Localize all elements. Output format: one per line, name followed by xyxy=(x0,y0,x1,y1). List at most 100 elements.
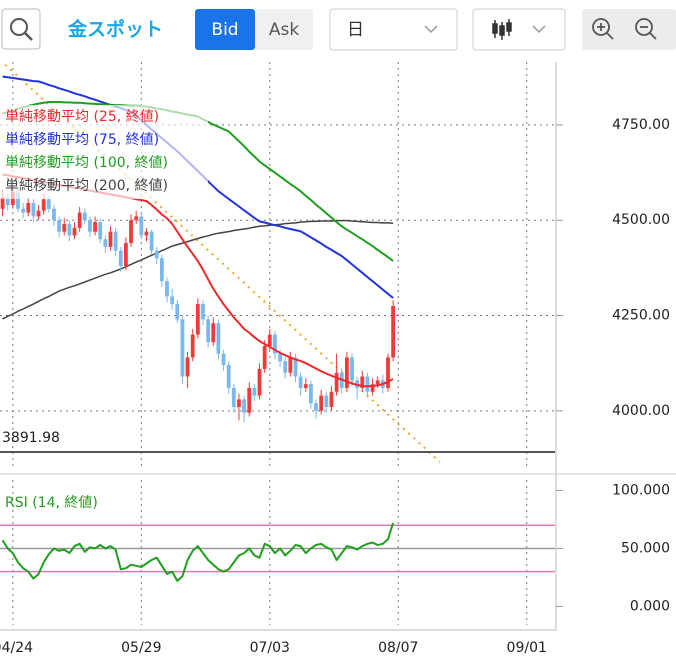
candle-body xyxy=(46,199,51,209)
legend-label: 単純移動平均 (200, 終値) xyxy=(5,178,168,194)
candle-body xyxy=(36,210,41,217)
candle-body xyxy=(129,220,133,244)
candle-body xyxy=(118,250,123,266)
candle-body xyxy=(185,357,190,377)
candle-body xyxy=(247,387,252,413)
candle-body xyxy=(324,395,329,408)
chevron xyxy=(424,25,438,34)
candle-body xyxy=(195,304,200,335)
candle-body xyxy=(309,384,313,404)
candle-body xyxy=(180,319,185,377)
chart-type-dropdown[interactable] xyxy=(472,8,566,51)
candle-body xyxy=(216,323,221,354)
candle-body xyxy=(154,250,159,259)
candle-body xyxy=(334,372,339,392)
candle-body xyxy=(88,220,92,232)
symbol-name[interactable]: 金スポット xyxy=(67,18,163,41)
y-tick-label: 4500.00 xyxy=(612,212,670,228)
moving-average-line xyxy=(2,219,394,320)
candle-body xyxy=(108,231,113,247)
candle-body xyxy=(139,216,144,236)
legend-label: 単純移動平均 (25, 終値) xyxy=(5,109,159,125)
candle-body xyxy=(52,208,56,221)
candle-body xyxy=(149,231,154,251)
candle-body xyxy=(386,357,390,388)
legend-label: 単純移動平均 (75, 終値) xyxy=(5,132,159,148)
y-tick-label: 4250.00 xyxy=(612,308,670,324)
candle-body xyxy=(159,258,164,282)
candle-body xyxy=(134,216,139,221)
x-tick-label: 05/29 xyxy=(121,640,161,656)
candle-icon xyxy=(492,19,512,40)
candle-body xyxy=(82,212,87,221)
candle-body xyxy=(26,203,31,213)
candle-body xyxy=(5,197,10,205)
zoom-in-button[interactable] xyxy=(592,18,614,40)
search-button[interactable] xyxy=(1,8,41,50)
indicator-label: RSI (14, 終値) xyxy=(5,495,98,511)
candle-body xyxy=(278,353,282,362)
candle-body xyxy=(226,365,231,388)
candle-body xyxy=(303,384,308,388)
candle-body xyxy=(0,197,5,209)
candle-body xyxy=(103,239,108,247)
moving-average-line xyxy=(2,173,394,388)
candle-body xyxy=(98,222,103,240)
candle-body xyxy=(113,231,118,251)
candle-body xyxy=(288,357,293,373)
horizontal-line-label: 3891.98 xyxy=(2,430,60,446)
candle-body xyxy=(283,361,288,373)
candle-body xyxy=(62,224,67,232)
candle-body xyxy=(57,220,61,232)
candle-body xyxy=(206,319,211,343)
bid-button[interactable] xyxy=(195,9,255,50)
candle-body xyxy=(41,199,46,211)
candle-body xyxy=(273,334,277,354)
rsi-panel xyxy=(0,522,555,582)
x-tick-label: 08/07 xyxy=(378,640,418,656)
x-tick-label: 04/24 xyxy=(0,640,33,656)
candle-body xyxy=(237,399,241,408)
candle-body xyxy=(329,391,334,408)
candle-body xyxy=(231,387,236,408)
candle-body xyxy=(252,387,257,396)
candle-body xyxy=(201,304,205,320)
candle-body xyxy=(314,403,318,411)
candle-body xyxy=(293,357,298,377)
y-tick-label: 100.000 xyxy=(612,482,670,498)
legend-background xyxy=(0,105,208,199)
candle-body xyxy=(21,208,26,213)
ask-button[interactable] xyxy=(255,9,313,50)
candle-body xyxy=(170,296,175,305)
toolbar: 金スポット Bid Ask 日 xyxy=(1,8,676,51)
candle-body xyxy=(391,305,396,358)
indicator-line xyxy=(1,522,395,582)
candle-body xyxy=(31,203,36,217)
x-tick-label: 09/01 xyxy=(507,640,547,656)
y-tick-label: 50.000 xyxy=(621,540,670,556)
zoom-group xyxy=(582,9,676,50)
candle-body xyxy=(365,376,370,392)
y-tick-label: 4000.00 xyxy=(612,403,670,419)
candle-body xyxy=(211,323,216,343)
candle-body xyxy=(370,384,375,392)
period-label: 日 xyxy=(347,20,364,40)
candle-body xyxy=(190,334,195,358)
candle-body xyxy=(77,212,82,228)
candle-body xyxy=(298,376,303,388)
candle-body xyxy=(257,368,262,396)
zoom-out-button[interactable] xyxy=(635,18,657,40)
bid-label: Bid xyxy=(211,20,238,40)
candle-body xyxy=(124,243,128,266)
y-tick-label: 0.000 xyxy=(630,598,670,614)
search-icon xyxy=(24,32,33,41)
candle-body xyxy=(175,304,180,320)
legend-label: 単純移動平均 (100, 終値) xyxy=(5,155,168,171)
candle-body xyxy=(144,231,149,236)
candle-body xyxy=(67,224,72,236)
candle-body xyxy=(267,334,272,347)
candle-body xyxy=(375,380,380,385)
period-dropdown[interactable] xyxy=(329,8,458,51)
y-tick-label: 4750.00 xyxy=(612,117,670,133)
ask-label: Ask xyxy=(269,20,299,40)
